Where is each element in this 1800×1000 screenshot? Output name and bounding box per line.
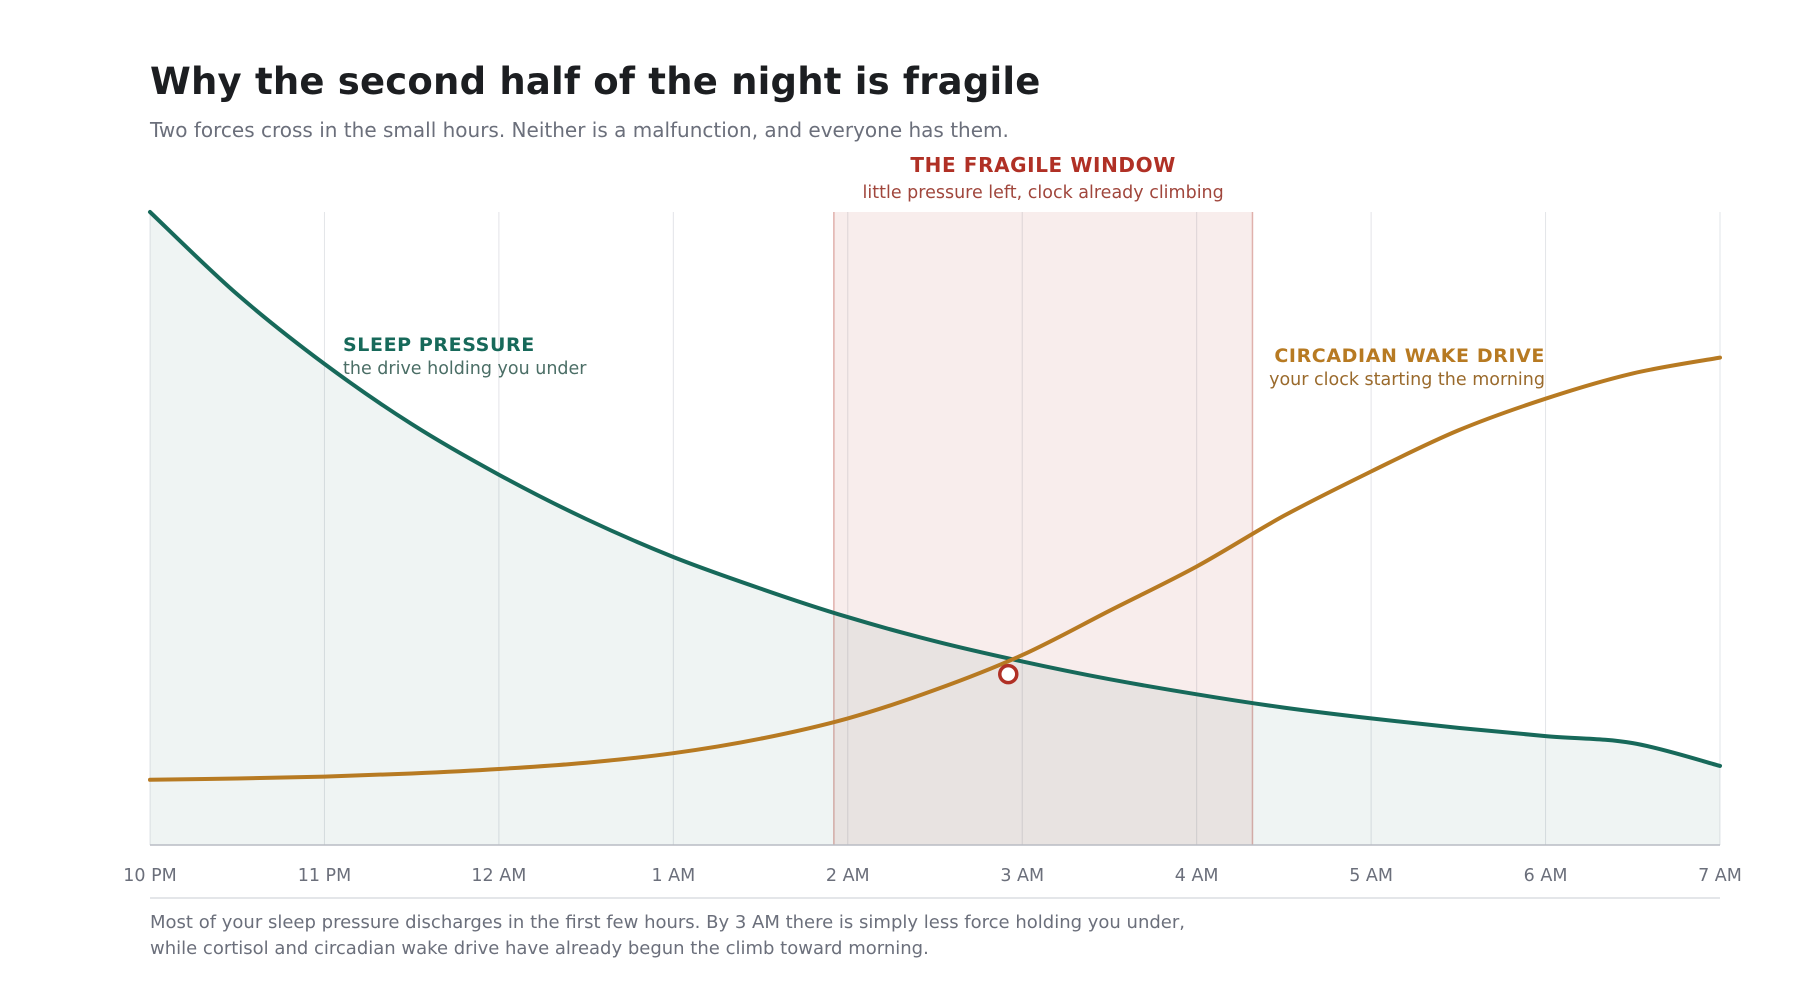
footer-line-1: Most of your sleep pressure discharges i… bbox=[150, 912, 1185, 933]
fragile-window-rect bbox=[833, 212, 1253, 845]
circadian-wake-drive-note: your clock starting the morning bbox=[1269, 370, 1545, 390]
x-tick-label-0: 10 PM bbox=[123, 866, 176, 886]
x-tick-label-1: 11 PM bbox=[298, 866, 351, 886]
gridlines bbox=[149, 212, 1721, 845]
x-tick-label-4: 2 AM bbox=[826, 866, 870, 886]
crossing-point-marker bbox=[998, 663, 1019, 685]
x-tick-label-5: 3 AM bbox=[1000, 866, 1044, 886]
x-tick-label-8: 6 AM bbox=[1524, 866, 1568, 886]
sleep-pressure-note: the drive holding you under bbox=[343, 359, 587, 379]
fragile-window-band bbox=[833, 212, 1254, 845]
x-tick-label-3: 1 AM bbox=[651, 866, 695, 886]
chart-subtitle: Two forces cross in the small hours. Nei… bbox=[150, 118, 1009, 142]
series-lines bbox=[148, 210, 1722, 782]
x-tick-label-2: 12 AM bbox=[471, 866, 526, 886]
x-tick-label-7: 5 AM bbox=[1349, 866, 1393, 886]
x-tick-label-6: 4 AM bbox=[1175, 866, 1219, 886]
fragile-window-note: little pressure left, clock already clim… bbox=[863, 183, 1224, 203]
circadian-wake-drive-label: CIRCADIAN WAKE DRIVE bbox=[1274, 345, 1545, 367]
annotations: THE FRAGILE WINDOW little pressure left, … bbox=[343, 153, 1545, 390]
chart-title: Why the second half of the night is frag… bbox=[150, 60, 1041, 103]
sleep-pressure-label: SLEEP PRESSURE bbox=[343, 334, 535, 356]
chart-footer: Most of your sleep pressure discharges i… bbox=[150, 910, 1450, 962]
fragile-window-title: THE FRAGILE WINDOW bbox=[910, 153, 1175, 177]
circadian-wake-drive-line bbox=[148, 355, 1722, 782]
sleep-pressure-area bbox=[150, 212, 1720, 845]
sleep-pressure-line bbox=[148, 210, 1722, 768]
footer-line-2: while cortisol and circadian wake drive … bbox=[150, 938, 929, 959]
sleep-pressure-fill bbox=[150, 212, 1720, 845]
x-axis: 10 PM 11 PM 12 AM 1 AM 2 AM 3 AM 4 AM 5 AM 6 AM 7… bbox=[123, 844, 1742, 899]
x-tick-label-9: 7 AM bbox=[1698, 866, 1742, 886]
